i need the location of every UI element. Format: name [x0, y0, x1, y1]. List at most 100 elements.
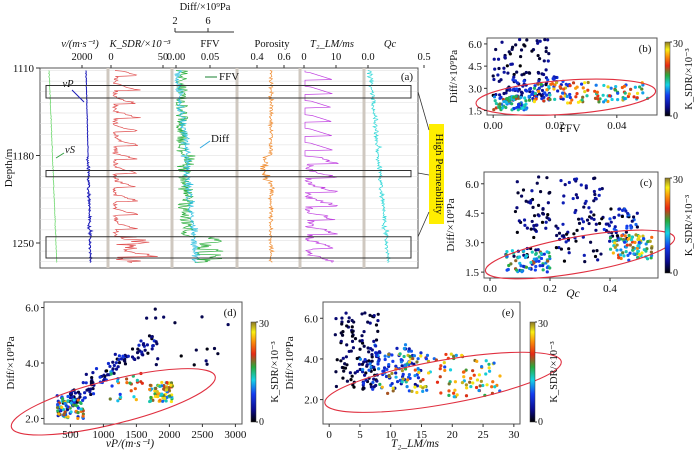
data-point	[204, 359, 208, 363]
data-point	[150, 347, 154, 351]
data-point	[162, 315, 166, 319]
data-point	[594, 222, 598, 226]
data-point	[363, 373, 367, 377]
data-point	[537, 71, 541, 75]
data-point	[205, 362, 209, 366]
data-point	[156, 357, 160, 361]
data-point	[508, 88, 512, 92]
data-point	[595, 90, 599, 94]
data-point	[82, 396, 86, 400]
data-point	[111, 367, 115, 371]
colorbar-label: K_SDR/×10⁻³	[684, 48, 695, 109]
data-point	[606, 85, 610, 89]
data-point	[409, 349, 414, 353]
data-point	[650, 235, 654, 239]
data-point	[419, 379, 423, 383]
data-point	[527, 98, 532, 102]
data-point	[477, 373, 481, 377]
data-point	[548, 93, 552, 97]
data-point	[472, 373, 476, 377]
x-tick-label: 0.0	[483, 283, 497, 295]
x-tick-label: 3000	[224, 429, 247, 441]
data-point	[592, 213, 596, 217]
data-point	[529, 260, 533, 265]
data-point	[592, 217, 596, 222]
data-point	[564, 240, 568, 244]
high-permeability-label-bg	[429, 124, 444, 224]
data-point	[84, 372, 88, 376]
data-point	[475, 359, 479, 363]
data-point	[104, 369, 109, 373]
data-point	[76, 406, 81, 410]
data-point	[493, 67, 497, 71]
data-point	[546, 213, 550, 217]
data-point	[358, 347, 362, 351]
vs-arrow	[55, 152, 65, 159]
colorbar-tick-max: 30	[259, 319, 269, 330]
y-tick-label: 2.0	[25, 413, 39, 425]
data-point	[507, 263, 511, 268]
data-point	[546, 38, 550, 42]
data-point	[462, 375, 466, 379]
data-point	[154, 386, 158, 391]
data-point	[624, 230, 628, 234]
data-point	[76, 416, 80, 421]
data-point	[226, 322, 230, 327]
data-point	[341, 330, 345, 334]
y-tick-label: 4.5	[468, 61, 482, 73]
data-point	[575, 228, 579, 232]
data-point	[521, 188, 526, 192]
y-axis-label: Diff/×10⁹Pa	[445, 198, 457, 251]
data-point	[377, 367, 381, 371]
data-point	[503, 55, 507, 59]
data-point	[464, 394, 469, 398]
track-separator	[235, 68, 239, 268]
data-point	[512, 254, 516, 258]
x-tick-label: 2000	[158, 429, 181, 441]
data-point	[407, 360, 412, 364]
data-point	[401, 377, 405, 381]
data-point	[545, 176, 549, 180]
data-point	[608, 94, 612, 98]
data-point	[394, 371, 398, 375]
data-point	[541, 211, 545, 215]
data-point	[537, 255, 541, 259]
data-point	[544, 49, 548, 54]
data-point	[141, 353, 145, 357]
data-point	[112, 363, 116, 368]
data-point	[597, 193, 601, 197]
data-point	[608, 217, 612, 221]
data-point	[162, 384, 166, 388]
data-point	[624, 250, 628, 254]
data-point	[571, 196, 575, 201]
data-point	[510, 45, 515, 49]
y-tick-label: 4.5	[465, 208, 479, 220]
log-curve-qc	[366, 70, 392, 263]
data-point	[536, 41, 540, 45]
data-point	[406, 378, 410, 382]
data-point	[539, 251, 543, 256]
data-point	[481, 383, 485, 388]
data-point	[56, 409, 60, 413]
data-point	[615, 248, 619, 252]
data-point	[347, 316, 351, 320]
data-point	[630, 219, 634, 223]
data-point	[500, 40, 504, 44]
data-point	[575, 91, 579, 96]
data-point	[72, 400, 76, 404]
colorbar: 30 0 K_SDR/×10⁻³	[250, 319, 281, 428]
data-point	[596, 258, 600, 262]
x-tick-label: 0.02	[545, 120, 564, 132]
x-tick-label: 5	[357, 429, 363, 441]
data-point	[200, 315, 204, 319]
y-tick-label: 4.0	[25, 358, 39, 370]
data-point	[363, 311, 367, 315]
data-point	[608, 247, 613, 251]
data-point	[119, 357, 124, 361]
data-point	[596, 97, 600, 101]
panel-a: 1110 1180 1250 Depth/m v/(m·s⁻¹) 2000 K_SDR/×1…	[3, 2, 445, 269]
callout-line	[417, 211, 430, 237]
data-point	[623, 234, 627, 238]
data-point	[574, 193, 578, 197]
data-point	[399, 358, 403, 362]
